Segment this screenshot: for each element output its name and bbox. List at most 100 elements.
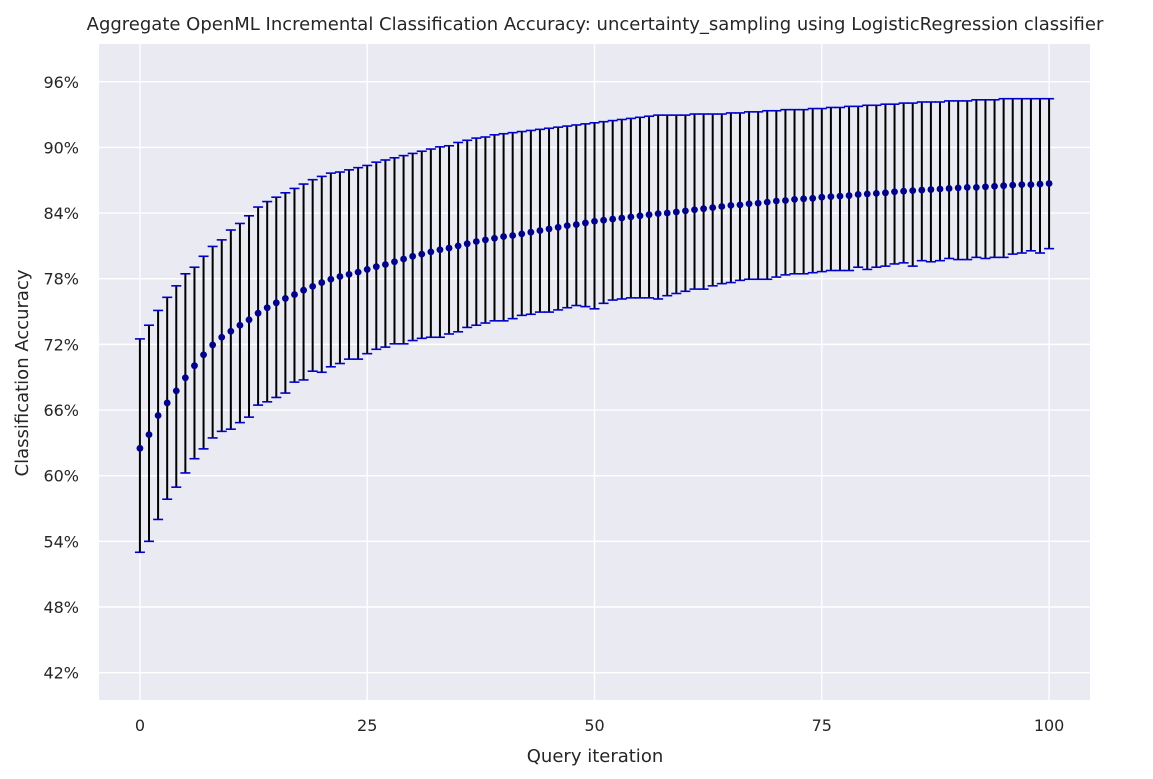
data-point bbox=[309, 282, 317, 290]
data-point bbox=[663, 209, 671, 217]
data-point bbox=[691, 206, 698, 214]
data-point bbox=[154, 412, 162, 419]
error-bars bbox=[134, 97, 1055, 554]
data-point bbox=[882, 189, 889, 197]
data-point bbox=[391, 258, 398, 266]
data-point bbox=[327, 275, 335, 283]
data-point bbox=[291, 291, 298, 298]
data-point bbox=[791, 195, 798, 203]
data-point bbox=[181, 374, 189, 382]
data-point bbox=[627, 213, 635, 221]
data-point bbox=[809, 194, 817, 202]
y-tick-label: 84% bbox=[43, 204, 79, 223]
data-point bbox=[245, 316, 253, 324]
data-point bbox=[481, 236, 489, 244]
x-tick-label: 25 bbox=[357, 716, 377, 735]
data-point bbox=[609, 215, 617, 223]
data-point bbox=[472, 238, 480, 245]
x-tick-label: 100 bbox=[1034, 716, 1065, 735]
chart-title: Aggregate OpenML Incremental Classificat… bbox=[87, 14, 1104, 35]
data-point bbox=[582, 219, 589, 227]
data-point bbox=[727, 202, 735, 209]
data-point bbox=[682, 207, 689, 215]
data-point bbox=[1009, 181, 1017, 189]
data-point bbox=[463, 240, 471, 248]
data-points bbox=[136, 180, 1053, 452]
data-point bbox=[618, 214, 626, 222]
data-point bbox=[845, 192, 853, 199]
data-point bbox=[300, 286, 307, 294]
x-tick-label: 50 bbox=[584, 716, 604, 735]
data-point bbox=[527, 228, 535, 236]
data-point bbox=[636, 212, 644, 220]
data-point bbox=[409, 252, 417, 260]
data-point bbox=[945, 185, 953, 192]
data-point bbox=[572, 221, 580, 228]
data-point bbox=[336, 273, 344, 280]
data-point bbox=[645, 211, 653, 219]
data-point bbox=[782, 197, 789, 204]
data-point bbox=[491, 234, 498, 242]
data-point bbox=[372, 263, 380, 271]
data-point bbox=[918, 186, 926, 194]
data-point bbox=[772, 197, 780, 205]
data-point bbox=[909, 187, 917, 195]
data-point bbox=[745, 200, 753, 208]
data-point bbox=[700, 205, 708, 213]
data-point bbox=[1045, 180, 1053, 187]
data-point bbox=[545, 225, 553, 233]
data-point bbox=[854, 191, 862, 198]
data-point bbox=[200, 351, 207, 359]
data-point bbox=[654, 210, 662, 218]
y-axis-label: Classification Accuracy bbox=[12, 269, 33, 476]
data-point bbox=[891, 188, 898, 196]
data-point bbox=[591, 217, 598, 225]
data-point bbox=[718, 203, 726, 210]
data-point bbox=[163, 399, 171, 407]
data-point bbox=[963, 183, 971, 191]
data-point bbox=[436, 246, 444, 254]
y-tick-label: 48% bbox=[43, 598, 79, 617]
data-point bbox=[500, 233, 507, 240]
y-tick-label: 60% bbox=[43, 467, 79, 486]
y-tick-label: 66% bbox=[43, 401, 79, 420]
data-point bbox=[136, 444, 144, 452]
data-point bbox=[563, 222, 571, 230]
x-axis-label: Query iteration bbox=[527, 746, 663, 767]
data-point bbox=[536, 227, 544, 234]
y-tick-labels: 42% 48% 54% 60% 66% 72% 78% 84% 90% 96% bbox=[43, 73, 79, 683]
data-point bbox=[236, 321, 244, 329]
data-point bbox=[354, 268, 362, 276]
data-point bbox=[927, 186, 935, 193]
data-point bbox=[227, 327, 235, 335]
data-point bbox=[191, 362, 198, 370]
y-tick-label: 90% bbox=[43, 138, 79, 157]
data-point bbox=[936, 185, 944, 193]
x-tick-labels: 0 25 50 75 100 bbox=[135, 716, 1065, 735]
data-point bbox=[872, 189, 880, 197]
data-point bbox=[827, 193, 835, 201]
data-point bbox=[454, 242, 462, 250]
data-point bbox=[145, 431, 153, 439]
data-point bbox=[763, 198, 771, 206]
x-tick-label: 0 bbox=[135, 716, 145, 735]
data-point bbox=[1000, 182, 1008, 190]
y-tick-label: 42% bbox=[43, 664, 79, 683]
y-tick-label: 96% bbox=[43, 73, 79, 92]
y-tick-label: 78% bbox=[43, 270, 79, 289]
data-point bbox=[991, 182, 998, 190]
data-point bbox=[509, 232, 517, 239]
data-point bbox=[209, 341, 217, 349]
data-point bbox=[272, 299, 280, 307]
data-point bbox=[281, 295, 289, 302]
data-point bbox=[1027, 181, 1035, 189]
data-point bbox=[709, 204, 717, 211]
data-point bbox=[863, 190, 871, 198]
data-point bbox=[400, 255, 407, 263]
data-point bbox=[263, 304, 271, 312]
data-point bbox=[736, 201, 744, 209]
data-point bbox=[818, 193, 826, 201]
data-point bbox=[172, 387, 180, 395]
data-point bbox=[972, 183, 980, 191]
